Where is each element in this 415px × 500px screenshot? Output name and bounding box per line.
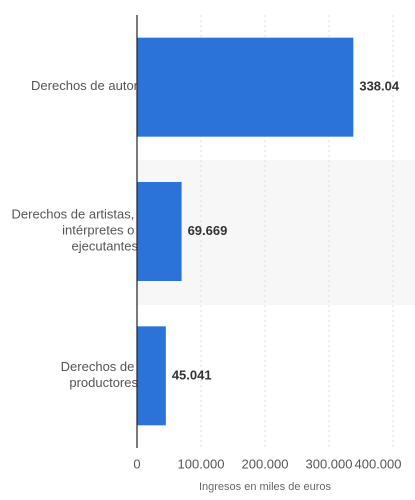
band-highlight bbox=[137, 160, 415, 305]
bar bbox=[137, 182, 182, 281]
y-tick-label: Derechos de artistas, intérpretes o ejec… bbox=[12, 207, 139, 254]
value-label: 45.041 bbox=[172, 367, 212, 382]
value-label: 69.669 bbox=[188, 223, 228, 238]
x-tick-label: 300.000 bbox=[306, 456, 353, 471]
y-tick-label: Derechos de productores bbox=[61, 359, 139, 390]
x-tick-label: 400.000 bbox=[355, 456, 402, 471]
x-tick-label: 100.000 bbox=[178, 456, 225, 471]
y-tick-label: Derechos de autor bbox=[31, 79, 139, 94]
x-axis-label: Ingresos en miles de euros bbox=[199, 481, 332, 493]
bar bbox=[137, 37, 354, 137]
x-tick-label: 200.000 bbox=[242, 456, 289, 471]
value-label: 338.04 bbox=[359, 79, 400, 94]
bar bbox=[137, 326, 166, 426]
x-tick-label: 0 bbox=[133, 456, 140, 471]
